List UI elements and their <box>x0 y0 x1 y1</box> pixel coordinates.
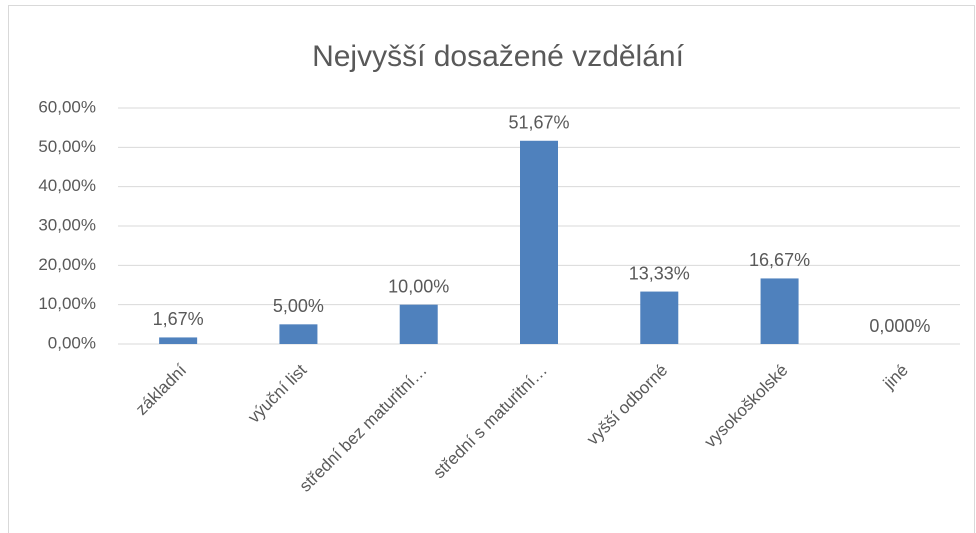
chart-border <box>8 5 975 533</box>
chart-title: Nejvyšší dosažené vzdělání <box>312 40 685 73</box>
y-tick-label: 10,00% <box>38 294 96 313</box>
value-label: 16,67% <box>749 250 810 270</box>
value-label: 51,67% <box>508 113 569 133</box>
bar <box>279 324 318 344</box>
value-label: 0,000% <box>869 316 930 336</box>
y-tick-label: 40,00% <box>38 176 96 195</box>
y-tick-label: 30,00% <box>38 215 96 234</box>
value-label: 13,33% <box>629 263 690 283</box>
value-label: 10,00% <box>388 276 449 296</box>
y-tick-label: 0,00% <box>48 333 96 352</box>
y-tick-label: 20,00% <box>38 255 96 274</box>
value-label: 5,00% <box>273 296 324 316</box>
bar <box>520 140 558 344</box>
y-tick-label: 60,00% <box>38 97 96 116</box>
value-label: 1,67% <box>153 309 204 329</box>
bar <box>399 304 438 344</box>
bar <box>760 278 799 344</box>
bar <box>159 337 198 344</box>
bar <box>640 291 679 344</box>
y-tick-label: 50,00% <box>38 137 96 156</box>
